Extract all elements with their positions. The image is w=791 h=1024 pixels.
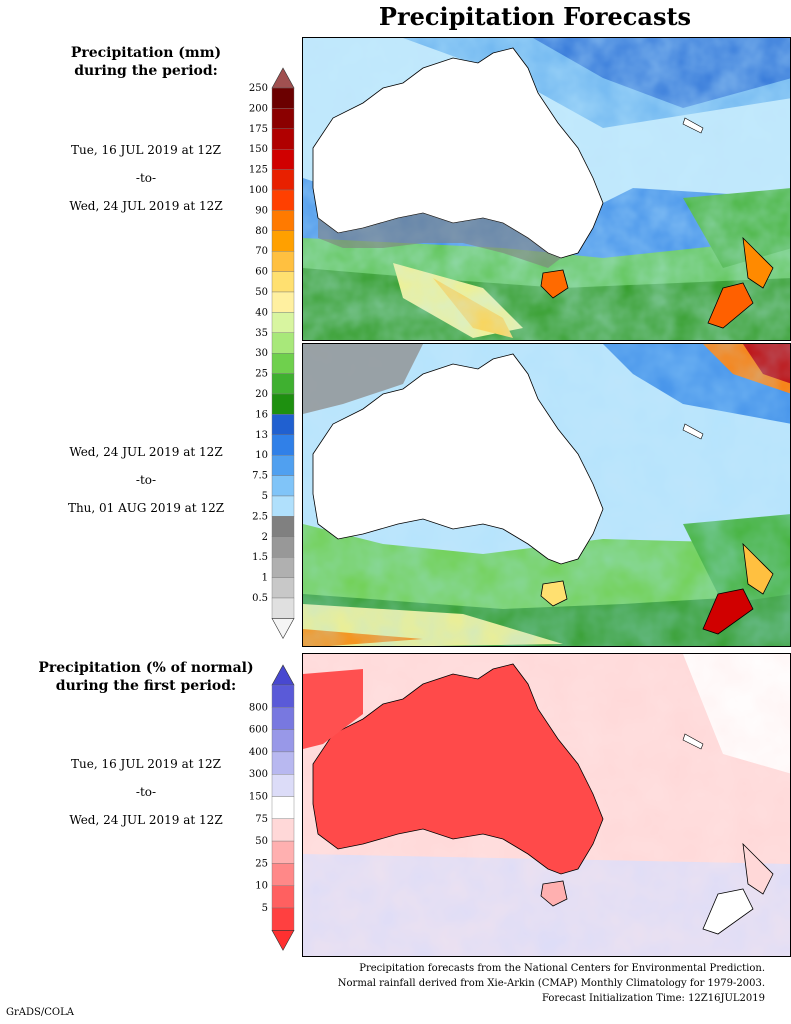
grads-credit: GrADS/COLA [6, 1007, 74, 1018]
precip-mm-colorbar-tick-label: 90 [255, 205, 268, 216]
period3-start: Tue, 16 JUL 2019 at 12Z [70, 757, 221, 771]
footer-line2: Normal rainfall derived from Xie-Arkin (… [337, 978, 765, 989]
period2-sep: -to- [135, 473, 157, 487]
precip-pct-colorbar-swatch [271, 885, 295, 909]
precip-mm-colorbar-tick-label: 20 [255, 389, 268, 400]
precip-mm-colorbar-tick-label: 30 [255, 348, 268, 359]
precip-pct-colorbar-swatch [271, 751, 295, 775]
precip-mm-colorbar-tick-label: 200 [249, 103, 268, 114]
precip-pct-colorbar-swatch [271, 774, 295, 797]
precip-pct-colorbar-swatch [271, 796, 295, 819]
precip-pct-colorbar-swatch [271, 707, 295, 730]
precip-mm-colorbar-tick-label: 0.5 [252, 593, 268, 604]
precip-mm-heading-line2: during the period: [74, 63, 218, 79]
footer-notes: Precipitation forecasts from the Nationa… [338, 961, 765, 1006]
forecast-map-period2 [302, 343, 791, 647]
precip-pct-colorbar-bottom-arrow [271, 929, 295, 951]
precip-mm-colorbar-tick-label: 25 [255, 369, 268, 380]
precip-pct-colorbar-swatch [271, 684, 295, 708]
precip-mm-colorbar-tick-label: 5 [262, 491, 268, 502]
precip-mm-colorbar-tick-label: 150 [249, 144, 268, 155]
precip-pct-colorbar: 800 600 400 300 150 75 50 25 10 5 [249, 664, 295, 951]
precip-mm-colorbar-tick-label: 1.5 [252, 552, 268, 563]
precip-pct-heading-line2: during the first period: [55, 678, 237, 694]
precip-pct-colorbar-tick-label: 10 [255, 881, 268, 892]
precip-pct-heading: Precipitation (% of normal) during the f… [26, 659, 266, 695]
precip-pct-colorbar-swatch [271, 840, 295, 864]
period2-start: Wed, 24 JUL 2019 at 12Z [69, 445, 223, 459]
precip-mm-heading: Precipitation (mm) during the period: [36, 44, 256, 80]
precip-pct-colorbar-top-arrow [271, 664, 295, 686]
precip-pct-colorbar-swatch [271, 729, 295, 753]
precip-pct-colorbar-swatch [271, 818, 295, 842]
precip-pct-colorbar-tick-label: 300 [249, 769, 268, 780]
precip-mm-colorbar-tick-label: 16 [255, 409, 268, 420]
precip-pct-colorbar-swatch [271, 907, 295, 931]
period3-end: Wed, 24 JUL 2019 at 12Z [69, 813, 223, 827]
precip-pct-colorbar-tick-label: 400 [249, 747, 268, 758]
precip-mm-colorbar-tick-label: 40 [255, 307, 268, 318]
precip-mm-colorbar-tick-label: 50 [255, 287, 268, 298]
precip-pct-colorbar-tick-label: 25 [255, 858, 268, 869]
precip-mm-colorbar-tick-label: 2.5 [252, 511, 268, 522]
precip-mm-colorbar: 2502001751501251009080706050403530252016… [249, 67, 295, 640]
precip-mm-colorbar-tick-label: 60 [255, 267, 268, 278]
precip-mm-colorbar-tick-label: 1 [262, 573, 268, 584]
precip-pct-colorbar-tick-label: 150 [249, 792, 268, 803]
footer-line3: Forecast Initialization Time: 12Z16JUL20… [542, 993, 765, 1004]
precip-pct-colorbar-tick-label: 5 [262, 903, 268, 914]
period1-start: Tue, 16 JUL 2019 at 12Z [70, 143, 221, 157]
precip-mm-colorbar-tick-label: 80 [255, 226, 268, 237]
percent-normal-map [302, 653, 791, 957]
precip-pct-colorbar-swatch [271, 863, 295, 886]
precip-pct-colorbar-tick-label: 75 [255, 814, 268, 825]
precip-pct-heading-line1: Precipitation (% of normal) [38, 660, 254, 676]
precip-mm-colorbar-tick-label: 10 [255, 450, 268, 461]
precip-mm-colorbar-tick-label: 125 [249, 165, 268, 176]
precip-pct-colorbar-tick-label: 50 [255, 836, 268, 847]
precip-mm-colorbar-tick-label: 7.5 [252, 471, 268, 482]
precip-mm-colorbar-tick-label: 250 [249, 83, 268, 94]
precip-mm-colorbar-tick-label: 70 [255, 246, 268, 257]
precip-mm-colorbar-tick-label: 13 [255, 430, 268, 441]
forecast-map-period1 [302, 37, 791, 341]
precip-pct-colorbar-tick-label: 800 [249, 702, 268, 713]
precip-mm-heading-line1: Precipitation (mm) [70, 45, 222, 61]
precip-mm-colorbar-tick-label: 100 [249, 185, 268, 196]
page-title: Precipitation Forecasts [378, 2, 692, 31]
period1-sep: -to- [135, 171, 157, 185]
precip-pct-colorbar-tick-label: 600 [249, 725, 268, 736]
period1-end: Wed, 24 JUL 2019 at 12Z [69, 199, 223, 213]
period3-sep: -to- [135, 785, 157, 799]
precip-mm-colorbar-tick-label: 35 [255, 328, 268, 339]
footer-line1: Precipitation forecasts from the Nationa… [359, 963, 765, 974]
precip-mm-colorbar-tick-label: 2 [262, 532, 268, 543]
precip-mm-colorbar-bottom-arrow [271, 618, 295, 640]
precip-mm-colorbar-tick-label: 175 [249, 124, 268, 135]
period2-end: Thu, 01 AUG 2019 at 12Z [67, 501, 225, 515]
